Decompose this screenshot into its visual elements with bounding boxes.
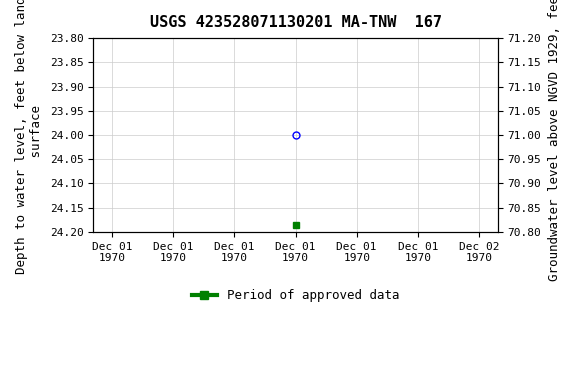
Y-axis label: Groundwater level above NGVD 1929, feet: Groundwater level above NGVD 1929, feet (548, 0, 561, 281)
Title: USGS 423528071130201 MA-TNW  167: USGS 423528071130201 MA-TNW 167 (150, 15, 441, 30)
Y-axis label: Depth to water level, feet below land
 surface: Depth to water level, feet below land su… (15, 0, 43, 274)
Legend: Period of approved data: Period of approved data (187, 284, 404, 307)
